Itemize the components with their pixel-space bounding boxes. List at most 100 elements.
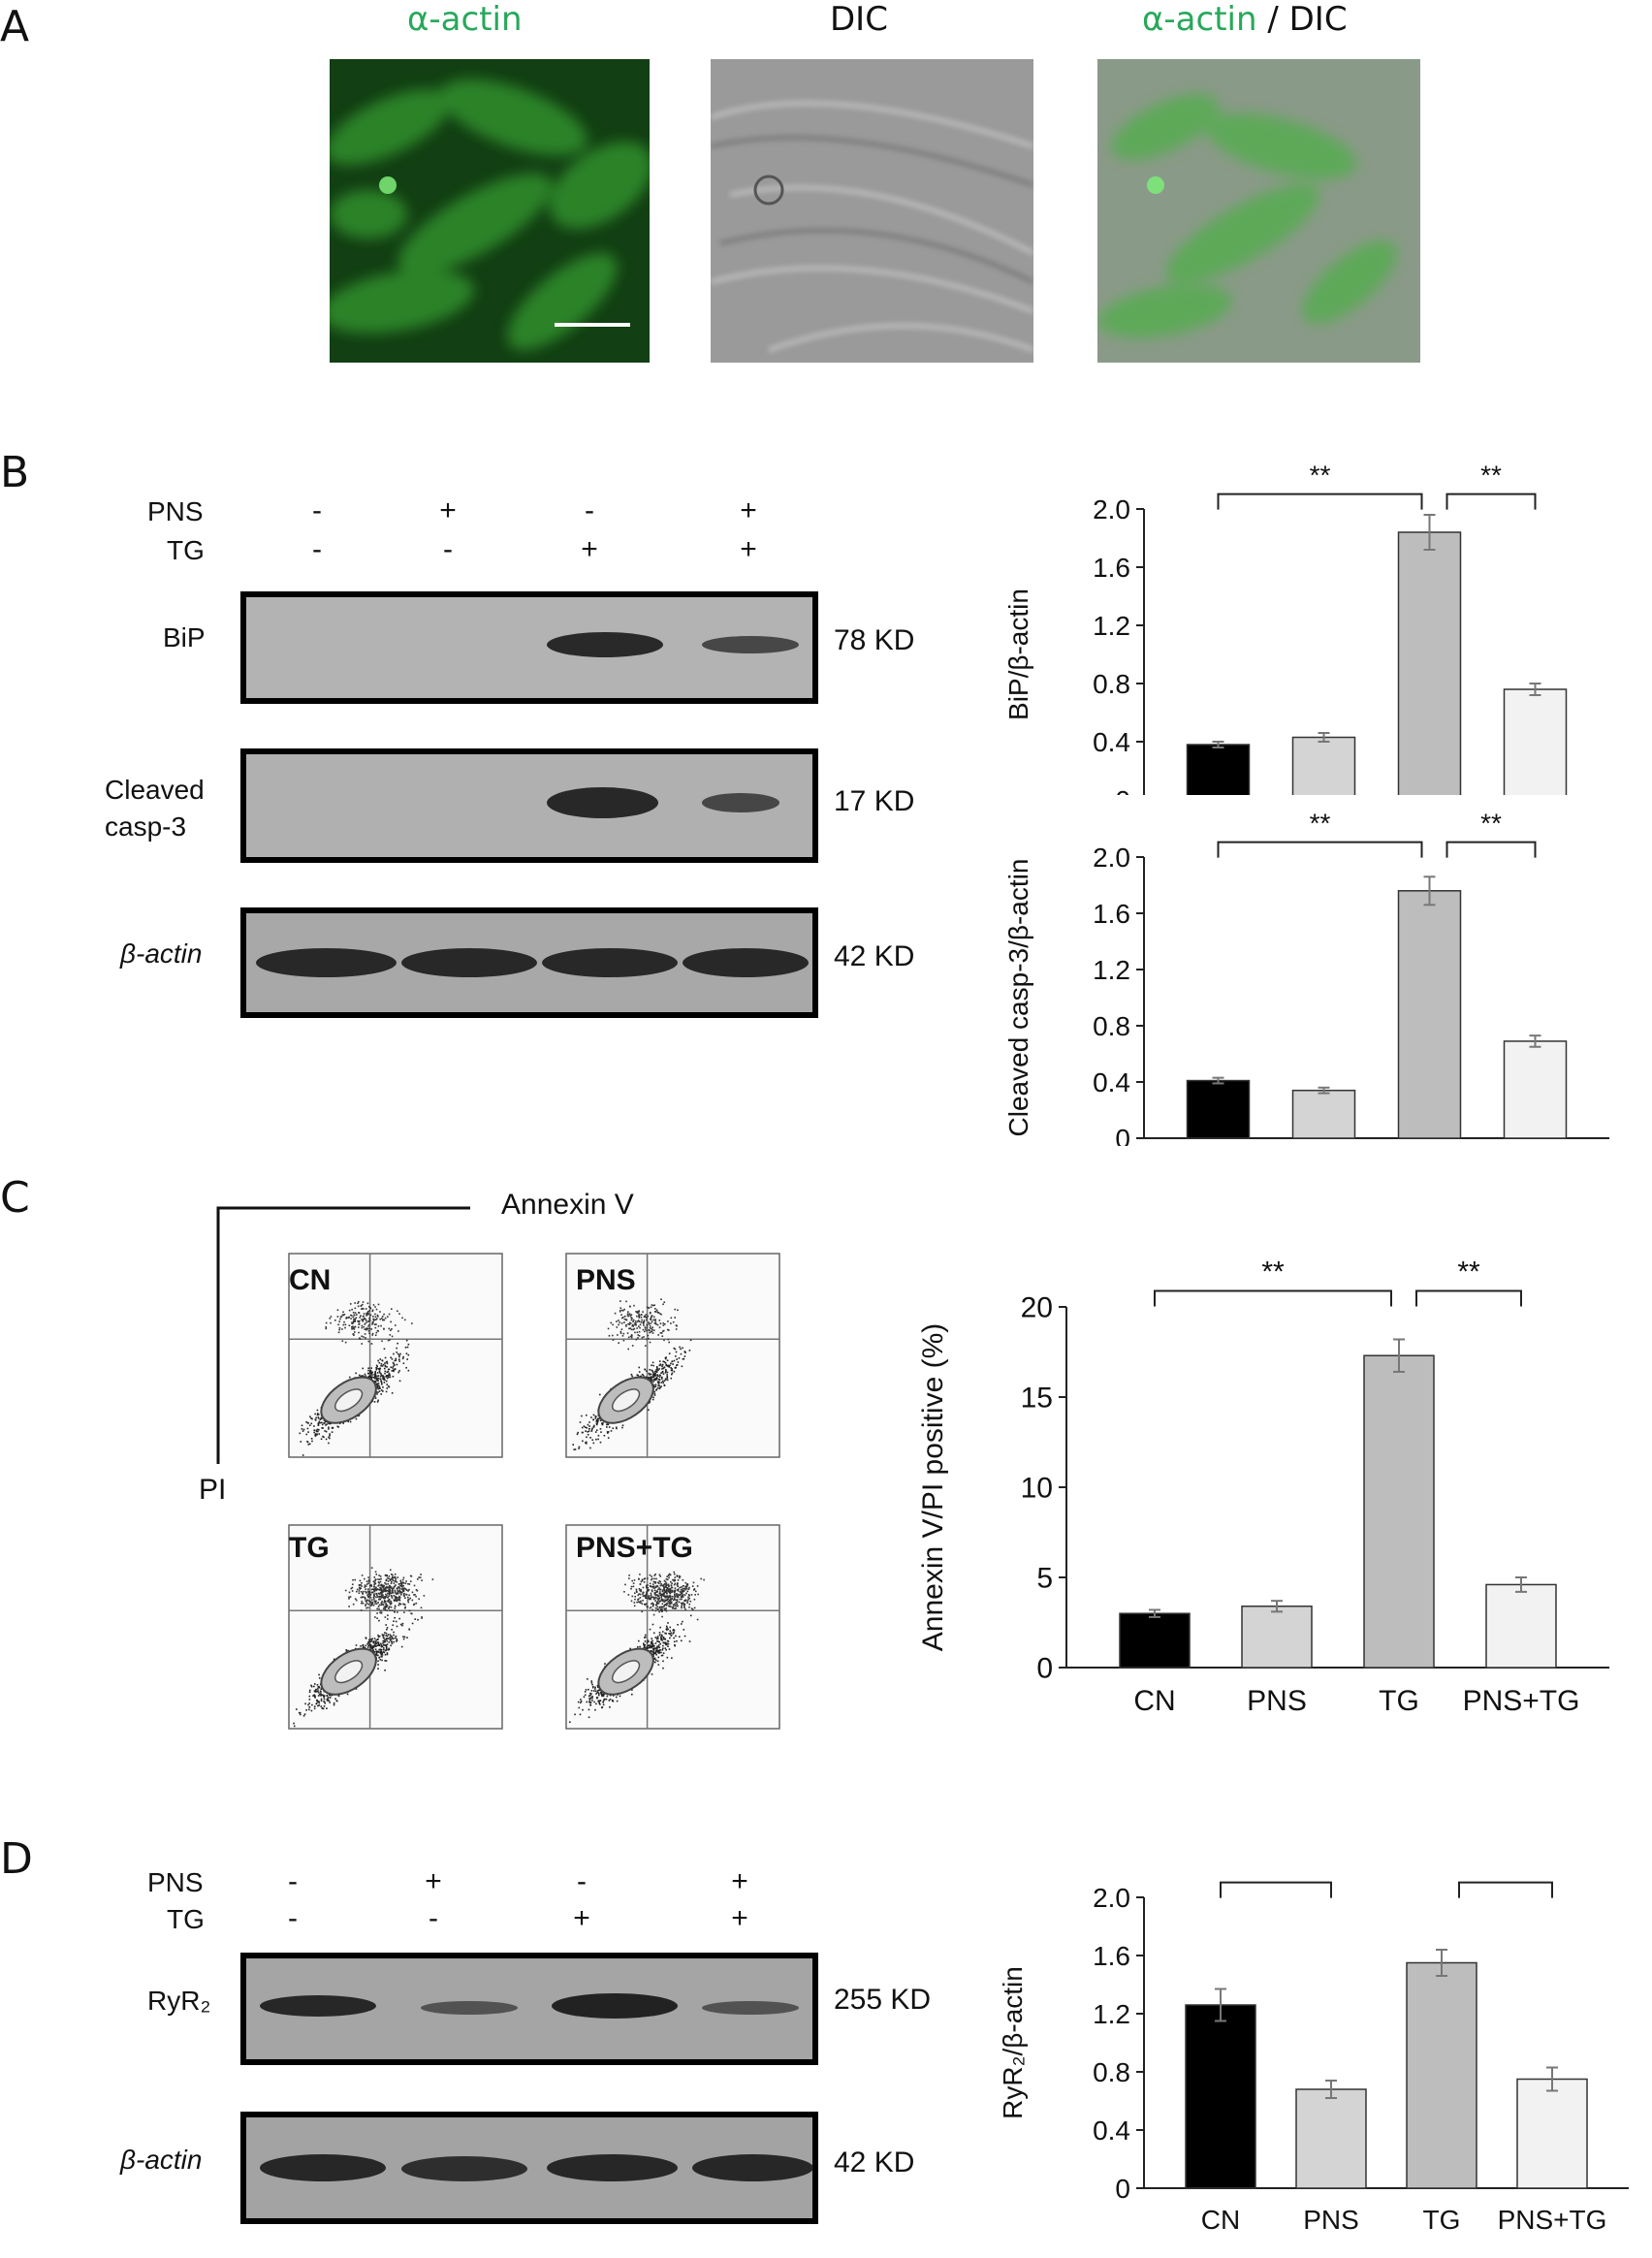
blot-cleaved-casp3 [240, 748, 818, 863]
significance-label: ** [1265, 1866, 1287, 1879]
y-tick-label: 0 [1115, 1124, 1130, 1146]
tg-row-label: TG [167, 535, 205, 565]
annexin-v-axis-label: Annexin V [501, 1189, 634, 1221]
bar [1119, 1612, 1191, 1669]
y-axis-label: Cleaved casp-3/β-actin [1003, 859, 1033, 1137]
band [683, 948, 809, 977]
error-bar [1318, 1086, 1330, 1095]
bar [1291, 736, 1356, 795]
merge-drawing [1097, 59, 1420, 363]
error-bar [1318, 732, 1330, 743]
error-bar [1529, 1034, 1541, 1048]
significance-label: ** [1480, 809, 1502, 839]
x-tick-label: CN [1133, 1685, 1175, 1717]
band [260, 1995, 376, 2017]
error-bar [1212, 1076, 1224, 1085]
y-axis-label: RyR₂/β-actin [998, 1966, 1028, 2119]
kd-label-bip: 78 KD [834, 624, 915, 656]
y-tick-label: 0 [1115, 785, 1130, 795]
ryr2-ratio-chart: 0 0.4 0.8 1.2 1.6 2.0 CN PNS TG PNS+TG ** ** RyR₂/β-… [998, 1866, 1629, 2235]
y-tick-label: 0 [1036, 1653, 1053, 1685]
blot-label-cleaved-casp3: Cleaved casp-3 [105, 775, 205, 842]
panel-label-c: C [0, 1173, 30, 1223]
annexin-pi-positive-chart: 0 5 10 15 20 CN PNS TG PNS+TG ** ** Annexin V/PI po… [917, 1260, 1609, 1717]
bar [1406, 1961, 1477, 2189]
x-tick-label: TG [1379, 1685, 1419, 1717]
tg-sign: - [312, 533, 322, 565]
significance-bracket [1458, 1881, 1553, 1898]
axis-bracket [216, 1206, 470, 1464]
dic-drawing [711, 59, 1033, 363]
y-tick-label: 1.6 [1093, 899, 1130, 929]
blot-label-ryr2: RyR₂ [147, 1986, 211, 2016]
band [702, 636, 799, 653]
blot-label-beta-actin: β-actin [120, 938, 203, 969]
x-tick-label: TG [1423, 2205, 1461, 2235]
significance-label: ** [1457, 1260, 1480, 1288]
significance-label: ** [1261, 1260, 1285, 1288]
tg-sign: + [740, 533, 757, 565]
panel-label-d: D [0, 1834, 33, 1884]
x-tick-label: PNS [1303, 2205, 1359, 2235]
y-tick-label: 10 [1021, 1473, 1053, 1505]
alpha-actin-fluorescence-image [330, 59, 650, 363]
significance-bracket [1446, 493, 1537, 510]
bip-ratio-chart: 00.40.81.21.62.0CNPNSTGPNS+TG****BiP/β-a… [1003, 461, 1568, 795]
kd-label-ryr2: 255 KD [834, 1984, 932, 2016]
y-tick-label: 2.0 [1093, 1883, 1130, 1913]
y-axis-label: BiP/β-actin [1003, 588, 1033, 720]
y-tick-label: 20 [1021, 1292, 1053, 1324]
panel-label-b: B [0, 448, 30, 497]
x-tick-label: PNS+TG [1498, 2205, 1607, 2235]
error-bar [1529, 683, 1541, 696]
error-bar [1325, 2080, 1337, 2099]
bar [1363, 1354, 1435, 1669]
error-bar [1423, 514, 1436, 551]
band [401, 2156, 527, 2181]
y-tick-label: 0.4 [1093, 727, 1130, 757]
panel-label-a: A [0, 2, 30, 51]
flow-label-tg: TG [289, 1532, 330, 1564]
band [547, 2154, 678, 2181]
y-tick-label: 0.8 [1093, 2057, 1130, 2087]
band [260, 2154, 386, 2181]
error-bar [1271, 1600, 1283, 1613]
pns-sign: + [439, 494, 457, 526]
bar [1295, 2088, 1367, 2189]
pns-sign: - [577, 1865, 587, 1897]
band [547, 632, 663, 657]
flow-plot-cn [288, 1253, 503, 1458]
pns-sign: + [731, 1865, 748, 1897]
y-tick-label: 1.2 [1093, 611, 1130, 641]
kd-label-cleaved-casp3: 17 KD [834, 785, 915, 817]
density-contour [611, 1388, 641, 1413]
y-tick-label: 0.8 [1093, 1011, 1130, 1041]
bar [1291, 1089, 1356, 1139]
error-bar [1393, 1338, 1405, 1373]
pns-row-label: PNS [147, 496, 204, 526]
blot-bip [240, 591, 818, 704]
tg-sign: + [573, 1902, 590, 1934]
y-tick-label: 1.2 [1093, 955, 1130, 985]
pi-axis-label: PI [199, 1474, 227, 1506]
bar [1503, 1040, 1568, 1139]
error-bar [1423, 875, 1436, 906]
y-tick-label: 5 [1036, 1563, 1053, 1595]
y-tick-label: 1.2 [1093, 1999, 1130, 2029]
pns-sign: + [740, 494, 757, 526]
y-tick-label: 2.0 [1093, 843, 1130, 873]
x-tick-label: PNS+TG [1463, 1685, 1580, 1717]
y-tick-label: 1.6 [1093, 553, 1130, 583]
density-contour [334, 1388, 364, 1413]
band [692, 2154, 813, 2181]
significance-bracket [1217, 841, 1423, 858]
y-tick-label: 0.8 [1093, 669, 1130, 699]
flow-label-pns-tg: PNS+TG [576, 1532, 693, 1564]
significance-label: ** [1480, 461, 1502, 491]
band [552, 1993, 678, 2019]
bar [1186, 744, 1251, 795]
pns-sign: - [288, 1865, 298, 1897]
blot-beta-actin [240, 907, 818, 1018]
flow-plot-pns-tg [565, 1524, 780, 1730]
flow-plot-tg [288, 1524, 503, 1730]
